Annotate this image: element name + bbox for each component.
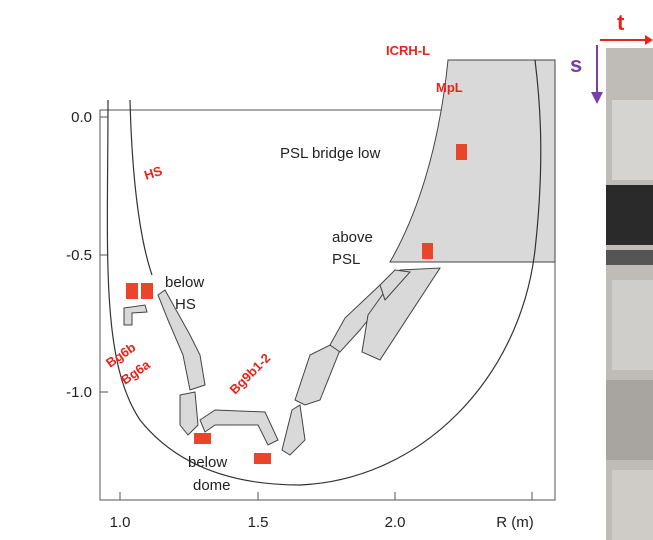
psl-region xyxy=(389,59,556,263)
x-tick-label: 1.5 xyxy=(248,514,269,531)
annotation: MpL xyxy=(436,80,463,95)
region-label: dome xyxy=(193,477,231,494)
x-axis-label: R (m) xyxy=(496,514,534,531)
annotation: HS xyxy=(142,163,164,183)
annotation: ICRH-L xyxy=(386,43,430,58)
t-arrow-head xyxy=(645,35,653,45)
region-label: below xyxy=(188,454,227,471)
region-label: PSL xyxy=(332,251,360,268)
y-tick-label: -1.0 xyxy=(66,384,92,401)
y-tick-label: 0.0 xyxy=(71,109,92,126)
axes-frame xyxy=(99,109,556,501)
photo-label: s xyxy=(570,52,582,77)
components xyxy=(123,267,441,456)
s-arrow-head xyxy=(591,92,603,104)
region-label: HS xyxy=(175,296,196,313)
region-label: PSL bridge low xyxy=(280,145,381,162)
photo xyxy=(606,48,653,540)
annotation: Bg9b1-2 xyxy=(227,350,274,397)
x-tick-label: 2.0 xyxy=(385,514,406,531)
ticks xyxy=(100,116,533,500)
tiles xyxy=(126,144,467,464)
x-tick-label: 1.0 xyxy=(110,514,131,531)
inner-wall xyxy=(129,99,153,276)
region-label: below xyxy=(165,274,204,291)
outer-wall xyxy=(106,59,542,486)
region-label: above xyxy=(332,229,373,246)
photo-label: t xyxy=(617,10,625,35)
y-tick-label: -0.5 xyxy=(66,247,92,264)
